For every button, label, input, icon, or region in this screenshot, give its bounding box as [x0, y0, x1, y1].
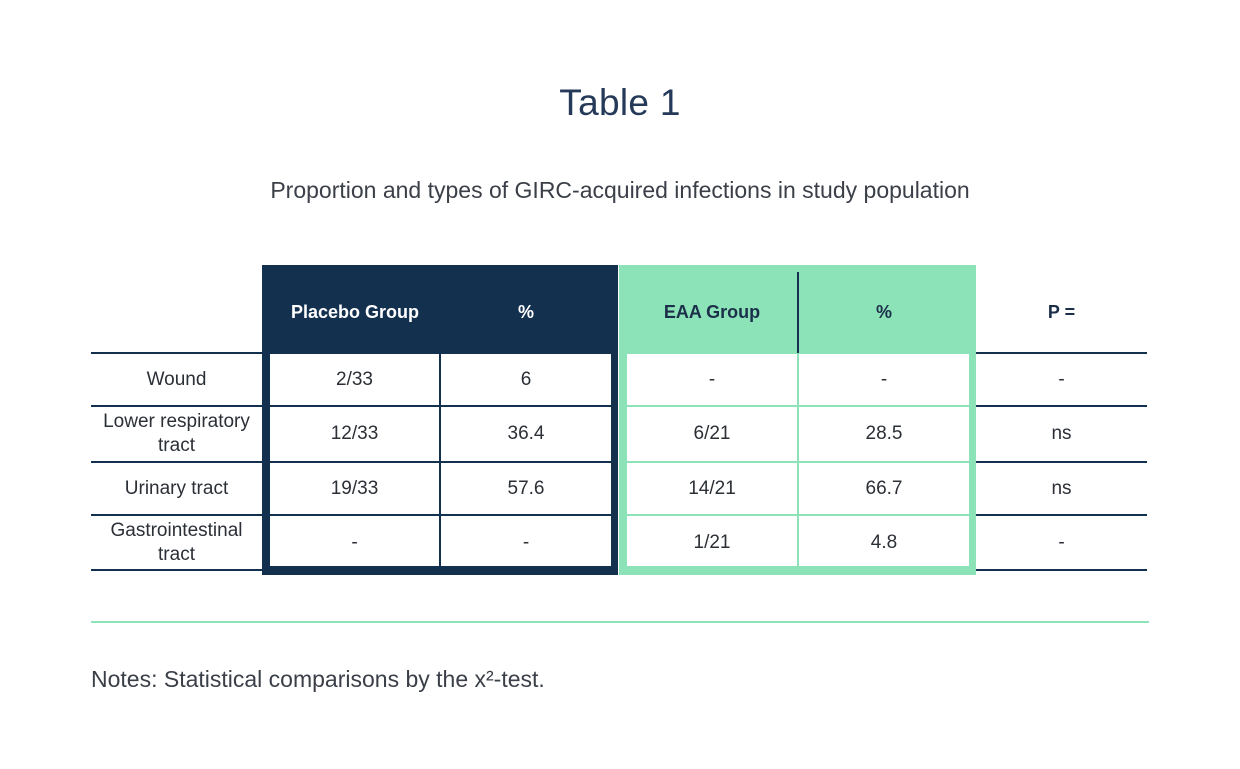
cell-placebo: 12/33: [330, 423, 379, 444]
footer-divider: [91, 621, 1149, 623]
row-line: [91, 569, 262, 571]
cell-placebo-percent: -: [522, 531, 530, 553]
header-p-value: P =: [1047, 302, 1076, 322]
header-placebo-percent: %: [517, 302, 534, 322]
eaa-col-divider: [797, 354, 799, 566]
row-label: Gastrointestinal tract: [110, 519, 243, 565]
row-label: Lower respiratory tract: [103, 411, 250, 456]
cell-eaa-percent: 66.7: [865, 477, 903, 499]
row-line: [976, 514, 1147, 516]
row-line: [270, 405, 611, 407]
row-line: [270, 461, 611, 463]
cell-eaa-percent: 28.5: [865, 423, 903, 444]
row-line: [627, 405, 969, 407]
cell-placebo: 19/33: [330, 477, 379, 499]
table-notes: Notes: Statistical comparisons by the x²…: [91, 666, 545, 692]
cell-p: -: [1058, 531, 1065, 553]
row-line: [270, 514, 611, 516]
row-line: [976, 461, 1147, 463]
placebo-col-divider: [439, 354, 441, 566]
cell-placebo-percent: 36.4: [507, 423, 545, 444]
cell-placebo-percent: 57.6: [507, 477, 545, 499]
cell-eaa-percent: 4.8: [870, 531, 898, 553]
table-subtitle: Proportion and types of GIRC-acquired in…: [270, 177, 970, 203]
row-line: [627, 461, 969, 463]
cell-placebo-percent: 6: [520, 368, 532, 390]
cell-p: -: [1058, 368, 1065, 390]
header-eaa-group: EAA Group: [663, 302, 761, 322]
row-label: Wound: [146, 368, 207, 390]
cell-eaa: 1/21: [693, 531, 731, 553]
cell-p: ns: [1051, 423, 1072, 444]
row-line: [976, 405, 1147, 407]
row-line: [91, 514, 262, 516]
cell-p: ns: [1051, 477, 1072, 499]
cell-placebo: 2/33: [336, 368, 373, 390]
row-line: [627, 514, 969, 516]
row-line: [91, 352, 262, 354]
cell-eaa: 6/21: [693, 423, 731, 444]
cell-eaa: 14/21: [688, 477, 736, 499]
page-title: Table 1: [559, 82, 681, 123]
cell-eaa: -: [708, 368, 716, 390]
row-label: Urinary tract: [124, 477, 229, 499]
row-line: [976, 569, 1147, 571]
header-placebo-group: Placebo Group: [290, 302, 420, 322]
row-line: [91, 461, 262, 463]
row-line: [976, 352, 1147, 354]
cell-eaa-percent: -: [880, 368, 888, 390]
row-line: [91, 405, 262, 407]
cell-placebo: -: [351, 531, 358, 553]
header-eaa-percent: %: [875, 302, 892, 322]
eaa-header-divider: [797, 272, 799, 353]
